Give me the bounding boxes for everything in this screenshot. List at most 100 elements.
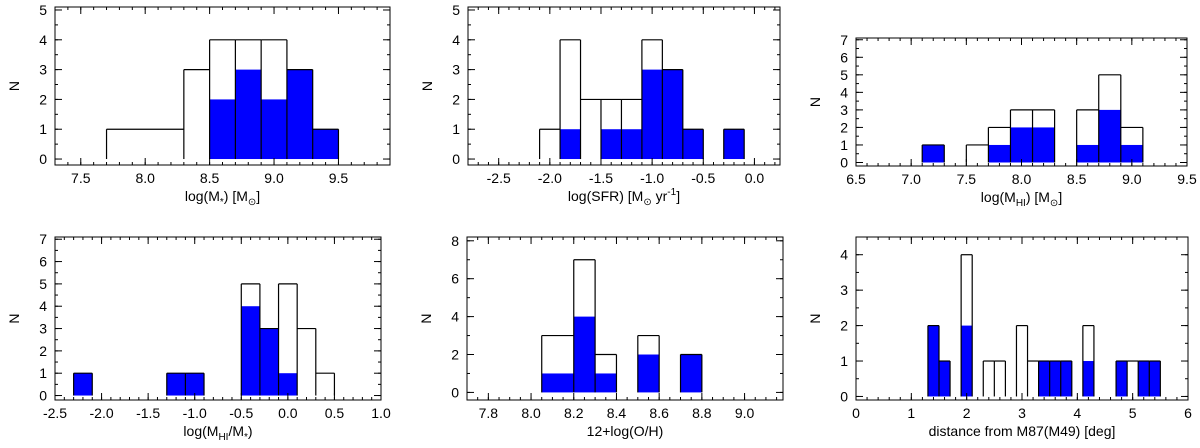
y-tick-label: 6 <box>39 254 47 270</box>
subset-bar <box>922 144 945 163</box>
subset-bar <box>235 69 262 160</box>
y-tick-label: 4 <box>39 32 47 48</box>
y-tick-label: 3 <box>840 282 848 298</box>
x-tick-label: 0 <box>852 405 860 421</box>
x-tick-label: 0.5 <box>325 405 345 421</box>
x-tick-label: 6.5 <box>846 171 866 187</box>
y-tick-label: 1 <box>39 121 47 137</box>
axes-frame <box>467 6 781 166</box>
y-tick-label: 4 <box>840 84 848 100</box>
subset-bar <box>166 373 186 396</box>
subset-bar <box>621 129 642 160</box>
x-tick-label: 9.0 <box>264 170 284 186</box>
subset-bar <box>1098 109 1121 163</box>
subset-bar <box>286 69 313 160</box>
y-axis-label: N <box>6 81 22 91</box>
x-axis-label-sup: -1 <box>667 187 676 198</box>
y-tick-label: 1 <box>452 121 460 137</box>
y-tick-label: 0 <box>452 151 460 167</box>
x-tick-label: 2 <box>963 405 971 421</box>
x-tick-label: 3 <box>1018 405 1026 421</box>
subset-bar <box>680 354 702 393</box>
y-tick-label: 0 <box>840 388 848 404</box>
x-axis-label-unit: yr <box>652 188 668 204</box>
y-tick-label: 0 <box>39 151 47 167</box>
subset-bar <box>1060 361 1072 397</box>
panel-5: 7.8 8.0 8.2 8.4 8.6 8.8 9.0 0 2 4 6 8 N 12+log(O/H) <box>418 233 784 439</box>
subset-bar <box>927 325 939 397</box>
x-axis-label-sub: ⊙ <box>643 197 651 208</box>
subset-bar <box>600 129 622 160</box>
subset-bar <box>1010 127 1033 163</box>
x-axis-label: log(MHI/M*) <box>183 423 252 443</box>
x-tick-label: 9.5 <box>1177 171 1197 187</box>
subset-bar <box>73 373 93 396</box>
x-axis-label-unit: ) [M <box>224 188 248 204</box>
x-axis-label-end: ] <box>676 188 680 204</box>
y-tick-label: 2 <box>39 343 47 359</box>
subset-bar <box>312 129 339 160</box>
x-axis-label-unit: ) [M <box>1026 189 1050 205</box>
x-tick-label: 7.5 <box>957 171 977 187</box>
x-tick-label: -0.5 <box>229 405 253 421</box>
y-tick-label: 2 <box>452 91 460 107</box>
axes-frame <box>466 236 784 401</box>
axes-frame <box>54 236 382 401</box>
y-tick-label: 3 <box>452 62 460 78</box>
x-tick-label: 9.0 <box>1122 171 1142 187</box>
x-axis-label: distance from M87(M49) [deg] <box>929 423 1116 439</box>
x-tick-label: 8.0 <box>135 170 155 186</box>
x-axis-label-end: ) <box>248 423 253 439</box>
subset-bar <box>1082 361 1094 397</box>
x-tick-label: 1.0 <box>371 405 391 421</box>
subset-bar <box>185 373 205 396</box>
x-tick-label: -1.0 <box>183 405 207 421</box>
y-tick-label: 0 <box>39 388 47 404</box>
x-tick-label: 5 <box>1129 405 1137 421</box>
x-axis-label-mid: /M <box>228 423 244 439</box>
x-tick-label: 8.5 <box>1067 171 1087 187</box>
y-tick-label: 6 <box>840 49 848 65</box>
subset-bar <box>209 99 236 160</box>
subset-bar <box>1116 361 1128 397</box>
x-tick-label: 8.2 <box>564 405 584 421</box>
x-axis-label-sub: HI <box>218 432 228 443</box>
x-tick-label: -1.0 <box>640 170 664 186</box>
y-axis-label: N <box>6 313 22 323</box>
y-tick-label: 2 <box>840 119 848 135</box>
subset-bar <box>1049 361 1061 397</box>
subset-bar <box>682 129 704 160</box>
panel-4: -2.5 -2.0 -1.5 -1.0 -0.5 0.0 0.5 1.0 0 1 2 3 4 5 6 7 Nlo… <box>6 231 391 443</box>
subset-bar <box>662 69 683 160</box>
subset-bar <box>541 373 574 393</box>
x-axis-label-end: ] <box>1058 189 1062 205</box>
y-tick-label: 5 <box>452 2 460 18</box>
y-tick-label: 5 <box>39 2 47 18</box>
x-tick-label: -2.0 <box>90 405 114 421</box>
y-axis-label: N <box>807 313 823 323</box>
x-axis-label-unit-sub: ⊙ <box>1050 198 1058 209</box>
x-axis-label-sub2: * <box>244 432 248 443</box>
subset-bar <box>723 129 745 160</box>
subset-bar <box>595 373 617 393</box>
y-tick-label: 7 <box>39 231 47 247</box>
x-tick-label: 8.5 <box>200 170 220 186</box>
x-tick-label: 7.8 <box>479 405 499 421</box>
subset-bar <box>641 69 663 160</box>
subset-bar <box>278 373 298 396</box>
x-tick-label: -2.5 <box>487 170 511 186</box>
subset-bar <box>560 129 581 160</box>
subset-bar <box>1149 361 1161 397</box>
x-tick-label: -0.5 <box>691 170 715 186</box>
x-tick-label: 8.4 <box>607 405 627 421</box>
x-tick-label: 8.6 <box>649 405 669 421</box>
subset-bar <box>261 99 287 160</box>
x-axis-label: log(SFR) [M⊙ yr-1] <box>568 187 680 208</box>
y-axis-label: N <box>418 313 434 323</box>
